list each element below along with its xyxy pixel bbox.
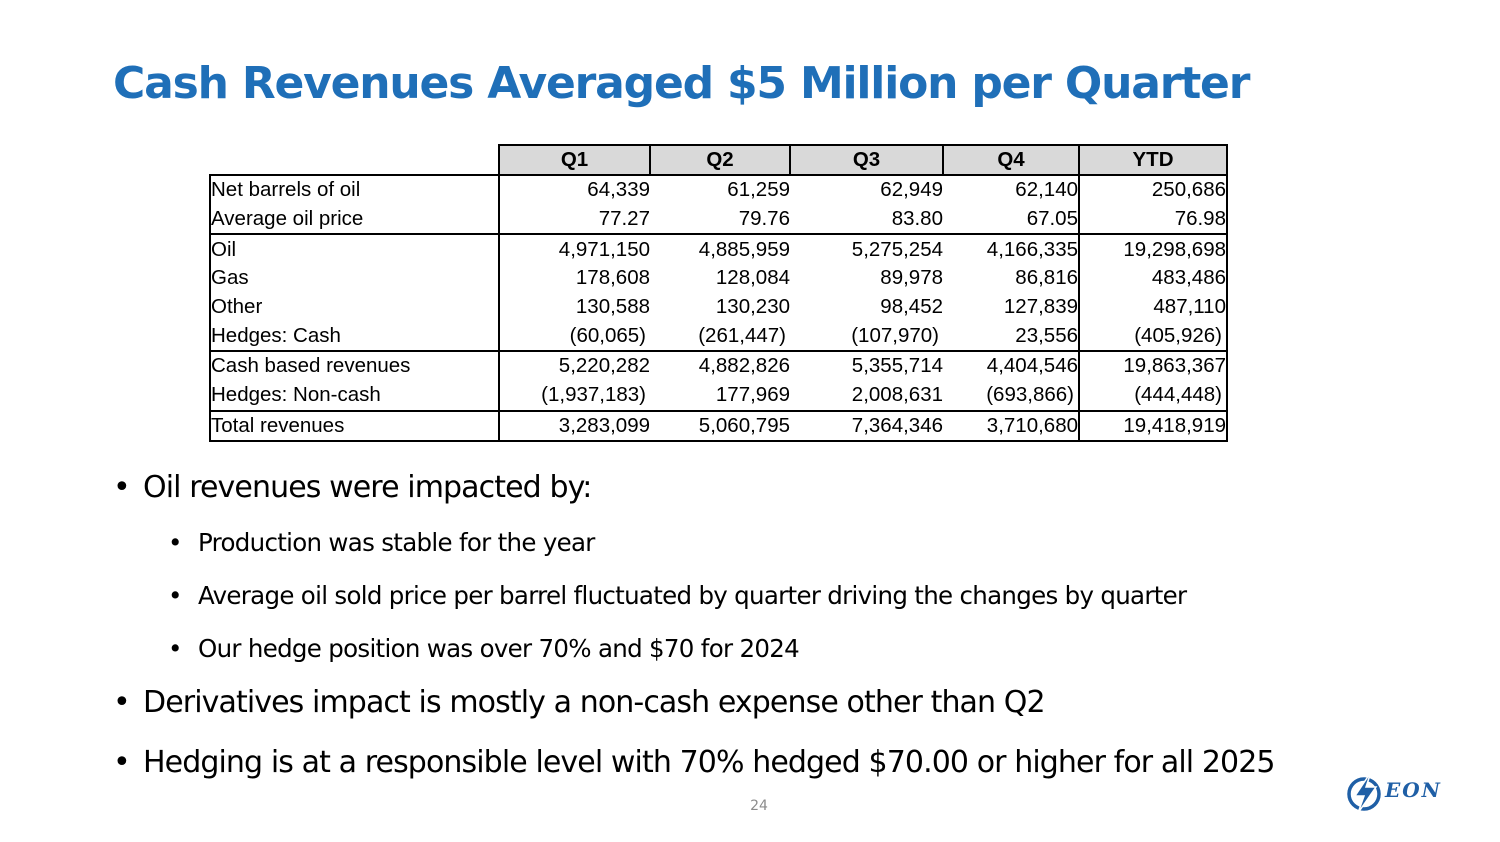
table-row: Other 130,588 130,230 98,452 127,839 487…: [209, 292, 1228, 322]
bullet-item: • Hedging is at a responsible level with …: [113, 745, 1276, 780]
bullet-item: • Oil revenues were impacted by:: [113, 470, 592, 505]
cell-q4: 67.05: [1026, 207, 1078, 231]
row-label: Other: [209, 292, 499, 322]
table-row: Average oil price 77.27 79.76 83.80 67.0…: [209, 204, 1228, 235]
table-header-blank: [210, 145, 499, 175]
cell-q1: 178,608: [498, 264, 650, 293]
cell-q3: 5,275,254: [790, 233, 943, 265]
table-row: Total revenues 3,283,099 5,060,795 7,364…: [209, 409, 1228, 443]
bullet-text: Average oil sold price per barrel fluctu…: [198, 581, 1187, 610]
bullet-item: • Production was stable for the year: [168, 528, 595, 557]
cell-q1: 64,339: [498, 174, 650, 205]
bullet-item: • Average oil sold price per barrel fluct…: [168, 581, 1187, 610]
cell-ytd: (444,448): [1078, 380, 1228, 411]
cell-q4: 3,710,680: [943, 409, 1079, 443]
cell-q2: 130,230: [715, 295, 790, 319]
cell-q4: (693,866): [986, 383, 1074, 407]
cell-q3: 2,008,631: [851, 383, 943, 407]
cell-q2: 79.76: [738, 207, 790, 231]
cell-q2: 5,060,795: [650, 409, 790, 443]
cell-ytd: 250,686: [1078, 174, 1228, 205]
cell-q1: 5,220,282: [498, 350, 650, 381]
bullet-glyph: •: [168, 634, 182, 663]
row-label: Hedges: Cash: [209, 321, 499, 352]
cell-q2: 4,885,959: [650, 233, 790, 265]
bullet-text: Production was stable for the year: [198, 528, 595, 557]
cell-ytd: 19,418,919: [1078, 409, 1228, 443]
bullet-text: Our hedge position was over 70% and $70 …: [198, 634, 800, 663]
bullet-glyph: •: [113, 470, 131, 505]
row-label: Gas: [209, 264, 499, 293]
cell-q3: 5,355,714: [790, 350, 943, 381]
cell-ytd: 19,298,698: [1078, 233, 1228, 265]
cell-q3: 89,978: [880, 266, 943, 290]
cell-q3: (107,970): [851, 323, 939, 347]
bullet-text: Hedging is at a responsible level with 7…: [143, 745, 1276, 780]
bullet-item: • Derivatives impact is mostly a non-cash…: [113, 685, 1046, 720]
table-row: Cash based revenues 5,220,282 4,882,826 …: [209, 350, 1228, 381]
row-label: Net barrels of oil: [209, 174, 499, 205]
bullet-glyph: •: [168, 581, 182, 610]
table-row: Hedges: Cash (60,065) (261,447) (107,970…: [209, 321, 1228, 352]
bullet-text: Oil revenues were impacted by:: [143, 470, 592, 505]
cell-q4: 23,556: [1015, 323, 1078, 347]
cell-q1: 4,971,150: [498, 233, 650, 265]
bullet-glyph: •: [113, 745, 131, 780]
cell-q2: 61,259: [650, 174, 790, 205]
row-label: Average oil price: [209, 204, 499, 235]
cell-q4: 4,404,546: [943, 350, 1079, 381]
cell-q1: (60,065): [498, 321, 650, 352]
table-header-ytd: YTD: [1078, 144, 1228, 176]
cell-q4: 127,839: [1003, 295, 1078, 319]
cell-ytd: 487,110: [1078, 292, 1228, 322]
cell-ytd: 76.98: [1078, 204, 1228, 235]
table-header-q2: Q2: [649, 144, 791, 176]
logo-text: EON: [1385, 778, 1442, 802]
table-row: Gas 178,608 128,084 89,978 86,816 483,48…: [209, 264, 1228, 293]
cell-q1: 77.27: [498, 204, 650, 235]
table-header-q4: Q4: [942, 144, 1080, 176]
cell-q4: 86,816: [1015, 266, 1078, 290]
cell-q1: 130,588: [498, 292, 650, 322]
cell-q3: 83.80: [891, 207, 943, 231]
cell-q4: 4,166,335: [943, 233, 1079, 265]
cell-q1: 3,283,099: [498, 409, 650, 443]
cell-q3: 98,452: [880, 295, 943, 319]
bullet-glyph: •: [168, 528, 182, 557]
table-header-row: Q1 Q2 Q3 Q4 YTD: [210, 144, 1228, 176]
table-row: Oil 4,971,150 4,885,959 5,275,254 4,166,…: [209, 233, 1228, 265]
cell-q3: 62,949: [790, 174, 943, 205]
cell-ytd: 483,486: [1078, 264, 1228, 293]
page-number: 24: [750, 798, 768, 814]
bullet-glyph: •: [113, 685, 131, 720]
cell-q2: (261,447): [698, 323, 786, 347]
table-row: Hedges: Non-cash (1,937,183) 177,969 2,0…: [209, 380, 1228, 411]
row-label: Oil: [209, 233, 499, 265]
revenue-table: Q1 Q2 Q3 Q4 YTD Net barrels of oil 64,33…: [209, 144, 1228, 443]
row-label: Total revenues: [209, 409, 499, 443]
table-header-q1: Q1: [498, 144, 651, 176]
table-header-q3: Q3: [789, 144, 944, 176]
slide-title: Cash Revenues Averaged $5 Million per Qu…: [113, 58, 1250, 109]
lightning-bolt-icon: [1347, 771, 1381, 814]
bullet-item: • Our hedge position was over 70% and $70…: [168, 634, 800, 663]
cell-q2: 4,882,826: [650, 350, 790, 381]
bullet-text: Derivatives impact is mostly a non-cash …: [143, 685, 1046, 720]
cell-q1: (1,937,183): [498, 380, 650, 411]
table-row: Net barrels of oil 64,339 61,259 62,949 …: [209, 174, 1228, 205]
cell-q4: 62,140: [943, 174, 1079, 205]
cell-q2: 177,969: [715, 383, 790, 407]
company-logo: EON: [1345, 770, 1455, 818]
cell-q2: 128,084: [715, 266, 790, 290]
cell-ytd: (405,926): [1078, 321, 1228, 352]
cell-q3: 7,364,346: [790, 409, 943, 443]
cell-ytd: 19,863,367: [1078, 350, 1228, 381]
row-label: Hedges: Non-cash: [209, 380, 499, 411]
row-label: Cash based revenues: [209, 350, 499, 381]
